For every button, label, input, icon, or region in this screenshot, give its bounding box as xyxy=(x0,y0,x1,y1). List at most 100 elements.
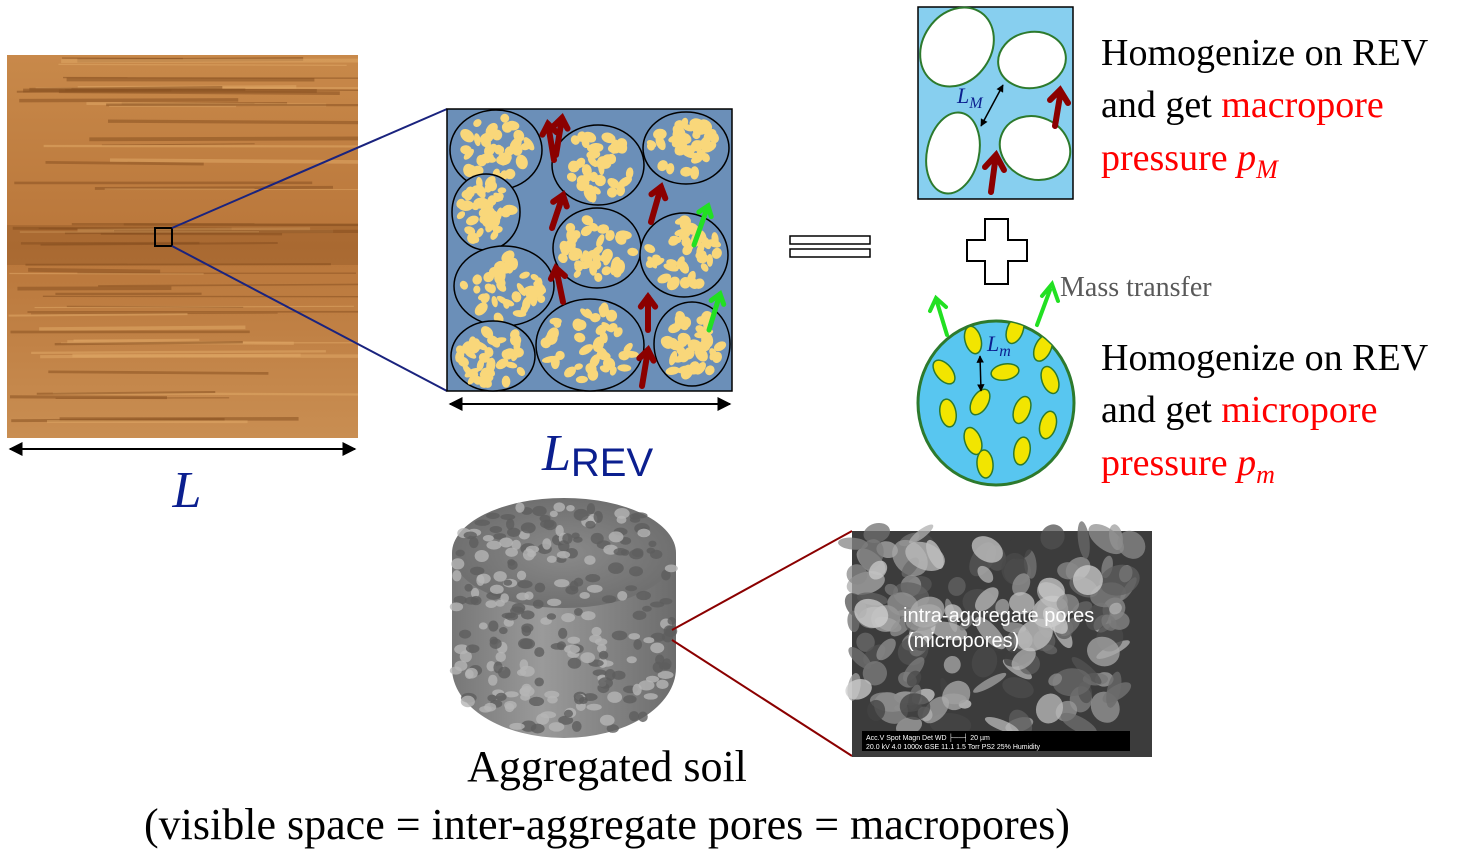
soil-grain xyxy=(667,617,676,625)
zoom-line-bottom xyxy=(171,245,448,392)
rev-grain xyxy=(602,154,616,165)
micropore-aggregate xyxy=(916,280,1076,487)
rev-grain xyxy=(484,183,493,193)
micro-grain xyxy=(963,426,983,456)
rev-grain xyxy=(706,253,713,267)
rev-grain xyxy=(613,259,625,275)
rev-grain xyxy=(679,220,691,231)
soil-grain xyxy=(661,569,671,581)
wood-grain-line xyxy=(98,283,359,287)
rev-grain xyxy=(513,129,525,142)
rev-grain xyxy=(711,232,719,246)
wood-length-label: L xyxy=(172,462,202,519)
sem-particle xyxy=(1099,564,1140,596)
sem-particle xyxy=(884,583,899,596)
rev-grain xyxy=(666,276,680,291)
soil-grain xyxy=(459,629,472,639)
soil-grain xyxy=(636,590,652,601)
wood-grain-line xyxy=(36,390,216,395)
rev-grain xyxy=(646,139,657,148)
sem-particle xyxy=(863,522,891,543)
rev-grain xyxy=(456,211,466,220)
micro-pressure-sub: m xyxy=(1256,460,1275,489)
rev-grain xyxy=(565,238,576,253)
soil-grain xyxy=(648,540,657,548)
sem-particle xyxy=(1106,671,1122,708)
soil-grain xyxy=(586,503,596,515)
rev-grain xyxy=(605,230,615,241)
rev-grain xyxy=(594,174,606,187)
soil-grain xyxy=(488,620,499,632)
soil-grain xyxy=(643,637,655,644)
rev-grain xyxy=(515,154,528,170)
soil-grain xyxy=(593,510,603,523)
rev-grain xyxy=(467,232,479,244)
rev-grain xyxy=(623,342,633,353)
soil-grain xyxy=(556,550,571,559)
rev-grain xyxy=(485,122,498,137)
soil-grain xyxy=(617,590,628,601)
soil-grain xyxy=(579,591,590,599)
soil-grain xyxy=(628,633,641,640)
wood-grain-line xyxy=(40,353,301,359)
soil-grain xyxy=(548,722,565,732)
rev-grain xyxy=(601,266,612,276)
soil-grain xyxy=(507,527,521,537)
wood-grain-line xyxy=(9,395,168,400)
soil-grain xyxy=(558,627,568,639)
rev-grain xyxy=(614,182,624,192)
wood-grain-line xyxy=(101,143,255,146)
sem-particle xyxy=(905,541,945,571)
soil-grain xyxy=(511,539,521,550)
rev-grain xyxy=(705,365,715,376)
soil-grain xyxy=(487,694,497,702)
soil-grain xyxy=(628,711,640,722)
micro-grain xyxy=(969,388,991,416)
rev-grain xyxy=(486,218,497,231)
rev-grain xyxy=(503,348,516,358)
sem-particle xyxy=(1101,614,1117,631)
soil-grain xyxy=(455,549,465,557)
soil-grain xyxy=(470,587,480,599)
sem-particle xyxy=(974,616,1006,650)
rev-grain xyxy=(512,347,524,358)
sem-particle xyxy=(1048,673,1063,686)
rev-grain xyxy=(534,277,543,291)
soil-grain xyxy=(663,625,676,637)
soil-grain xyxy=(567,636,581,644)
rev-grain xyxy=(478,352,490,363)
wood-grain-line xyxy=(109,158,359,164)
soil-grain xyxy=(574,694,585,705)
rev-grain xyxy=(657,273,672,284)
soil-grain xyxy=(598,677,613,689)
rev-macro-flow-arrow xyxy=(553,265,566,305)
rev-grain xyxy=(464,367,480,378)
rev-grain xyxy=(713,341,727,352)
soil-cylinder-image xyxy=(449,498,678,738)
rev-grain xyxy=(519,271,530,279)
rev-grain xyxy=(477,293,487,301)
soil-grain xyxy=(464,583,473,592)
sem-particle xyxy=(984,716,1019,734)
soil-grain xyxy=(574,607,583,616)
rev-grain xyxy=(615,230,632,240)
micro-line-1: Homogenize on REV xyxy=(1101,337,1429,379)
rev-grain xyxy=(574,260,584,270)
soil-grain xyxy=(569,580,579,592)
micro-length-label-main: L xyxy=(986,331,999,356)
rev-grain xyxy=(488,284,496,294)
soil-grain xyxy=(586,703,602,711)
macropore-box xyxy=(917,6,1074,200)
rev-aggregate xyxy=(551,124,645,206)
rev-grain xyxy=(580,308,591,319)
rev-mass-transfer-arrowhead xyxy=(708,290,727,307)
rev-macro-flow-arrow xyxy=(545,121,557,163)
micro-line-3: pressure pm xyxy=(1101,442,1275,489)
rev-grain xyxy=(690,166,700,180)
rev-grain xyxy=(570,135,580,145)
rev-grain xyxy=(687,339,702,351)
wood-grain-line xyxy=(8,313,188,317)
rev-grain xyxy=(493,192,504,201)
rev-macro-flow-arrowhead xyxy=(550,113,571,132)
sem-label-line-1: intra-aggregate pores xyxy=(903,605,1094,627)
